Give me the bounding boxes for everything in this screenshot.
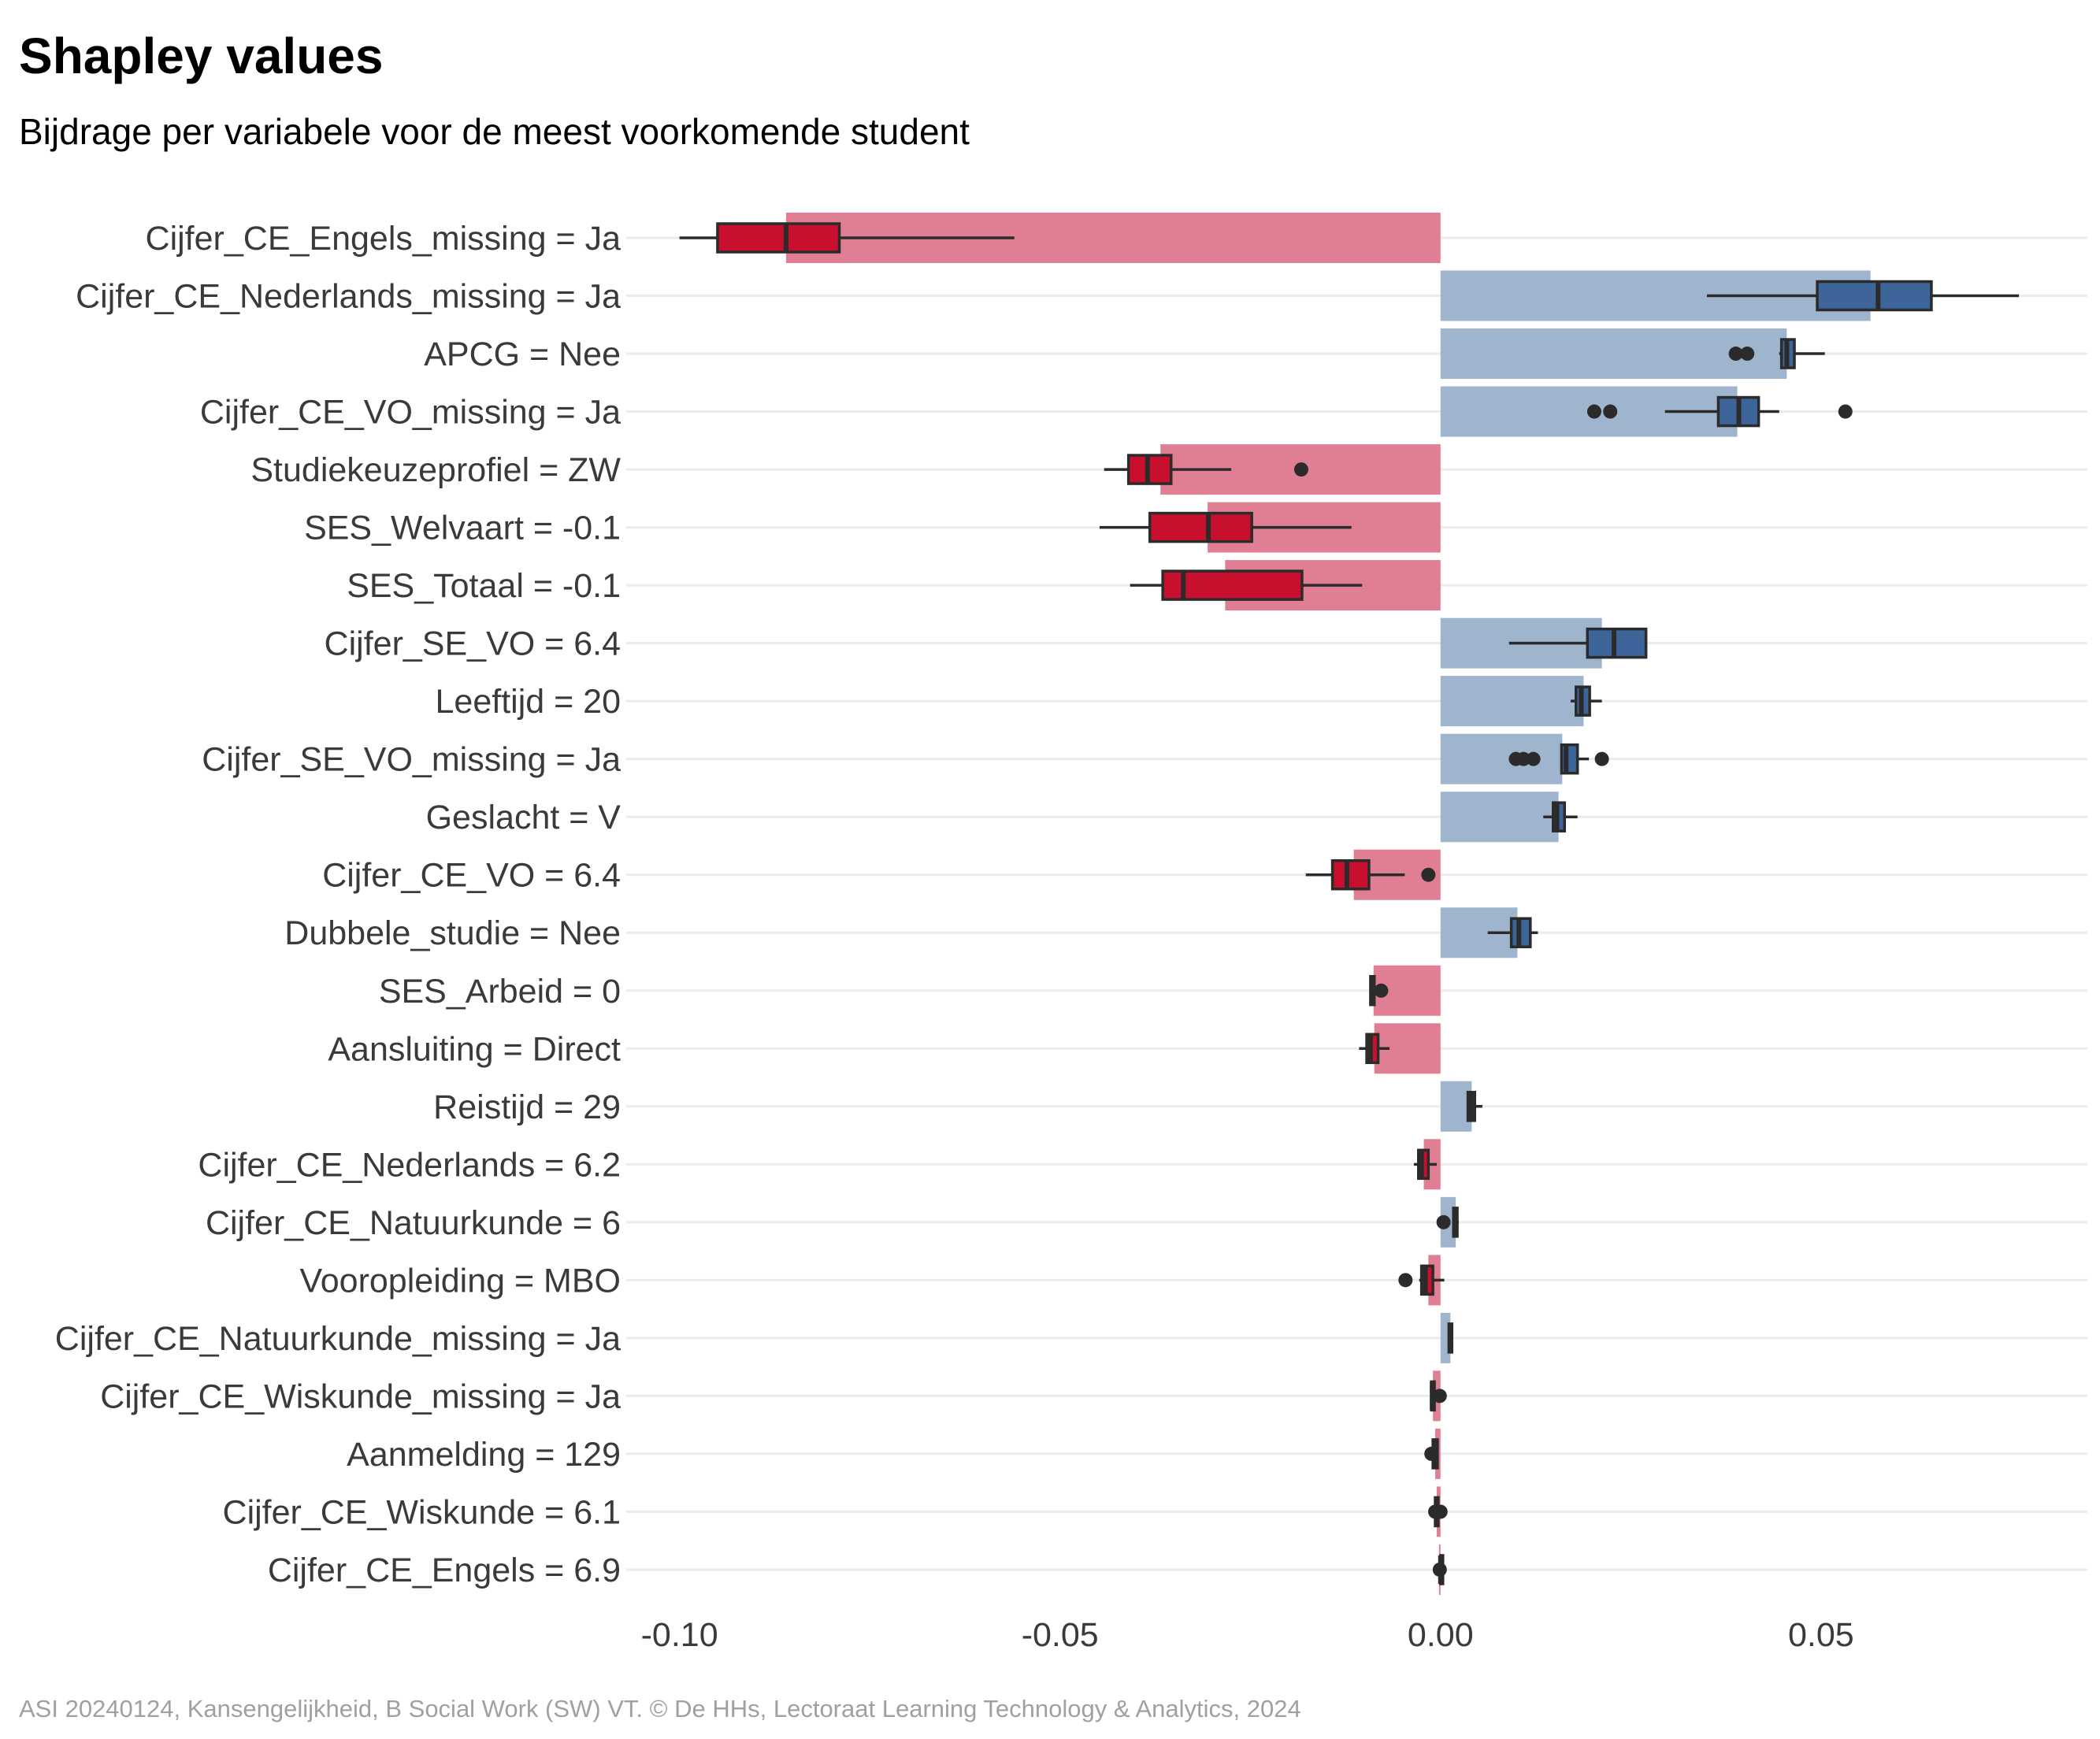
- outlier-point: [1293, 462, 1308, 477]
- outlier-point: [1526, 751, 1541, 766]
- y-tick-label: Cijfer_CE_Nederlands_missing = Ja: [76, 278, 621, 316]
- y-tick-label: SES_Arbeid = 0: [379, 973, 621, 1010]
- outlier-point: [1421, 867, 1436, 882]
- box: [1816, 280, 1933, 312]
- outlier-point: [1838, 404, 1853, 419]
- x-tick-label: -0.05: [1022, 1616, 1099, 1654]
- y-tick-label: Cijfer_CE_VO = 6.4: [322, 857, 621, 895]
- y-tick-label: Cijfer_CE_Natuurkunde = 6: [206, 1204, 621, 1242]
- box: [716, 222, 841, 254]
- chart-caption: ASI 20240124, Kansengelijkheid, B Social…: [19, 1695, 1301, 1722]
- outlier-point: [1374, 983, 1389, 998]
- y-tick-label: Cijfer_CE_Wiskunde_missing = Ja: [100, 1377, 621, 1415]
- gridlines: [626, 236, 2087, 1571]
- chart-subtitle: Bijdrage per variabele voor de meest voo…: [19, 111, 970, 152]
- box: [1330, 858, 1371, 891]
- outlier-point: [1432, 1562, 1447, 1577]
- y-tick-label: Aanmelding = 129: [347, 1436, 621, 1474]
- y-tick-label: Reistijd = 29: [433, 1088, 621, 1126]
- outlier-point: [1433, 1504, 1448, 1519]
- y-tick-label: Cijfer_CE_Engels = 6.9: [268, 1552, 621, 1589]
- y-tick-label: Geslacht = V: [426, 799, 621, 836]
- bar-positive: [1440, 733, 1563, 784]
- bars: [785, 213, 1871, 1595]
- y-tick-label: Aansluiting = Direct: [328, 1030, 621, 1068]
- outlier-point: [1432, 1389, 1447, 1403]
- y-tick-label: Cijfer_CE_Wiskunde = 6.1: [223, 1493, 621, 1531]
- outlier-point: [1516, 751, 1531, 766]
- y-tick-label: Leeftijd = 20: [436, 683, 621, 721]
- outlier-point: [1728, 347, 1743, 362]
- shapley-chart: Cijfer_CE_Engels_missing = Ja Cijfer_CE_N…: [55, 213, 2087, 1654]
- box: [1586, 627, 1648, 659]
- outlier-point: [1424, 1446, 1439, 1461]
- y-tick-label: Studiekeuzeprofiel = ZW: [250, 451, 621, 489]
- y-axis-labels: Cijfer_CE_Engels_missing = Ja Cijfer_CE_N…: [55, 220, 621, 1589]
- bar-positive: [1440, 676, 1584, 727]
- boxplots: [679, 222, 2020, 1585]
- y-tick-label: Vooropleiding = MBO: [299, 1262, 621, 1300]
- x-tick-label: 0.05: [1788, 1616, 1854, 1654]
- box: [1161, 569, 1304, 601]
- outlier-point: [1594, 751, 1609, 766]
- y-tick-label: APCG = Nee: [424, 336, 621, 373]
- y-tick-label: Cijfer_CE_Engels_missing = Ja: [146, 220, 621, 258]
- y-tick-label: Cijfer_CE_VO_missing = Ja: [200, 394, 621, 432]
- outlier-point: [1398, 1273, 1413, 1288]
- outlier-point: [1586, 404, 1601, 419]
- outlier-point: [1603, 404, 1618, 419]
- y-tick-label: Dubbele_studie = Nee: [284, 914, 621, 952]
- outlier-point: [1436, 1214, 1451, 1229]
- box: [1148, 511, 1253, 543]
- x-tick-label: -0.10: [641, 1616, 718, 1654]
- y-tick-label: Cijfer_CE_Nederlands = 6.2: [198, 1146, 621, 1184]
- y-tick-label: Cijfer_CE_Natuurkunde_missing = Ja: [55, 1320, 621, 1358]
- chart-title: Shapley values: [19, 28, 384, 84]
- outlier-point: [1740, 347, 1755, 362]
- bar-positive: [1440, 792, 1559, 843]
- y-tick-label: SES_Totaal = -0.1: [347, 567, 621, 605]
- bar-positive: [1440, 1081, 1472, 1132]
- y-tick-label: Cijfer_SE_VO_missing = Ja: [202, 741, 621, 779]
- y-tick-label: Cijfer_SE_VO = 6.4: [325, 625, 621, 663]
- x-axis-labels: -0.10 -0.05 0.00 0.05: [641, 1616, 1854, 1654]
- y-tick-label: SES_Welvaart = -0.1: [304, 510, 621, 547]
- x-tick-label: 0.00: [1408, 1616, 1474, 1654]
